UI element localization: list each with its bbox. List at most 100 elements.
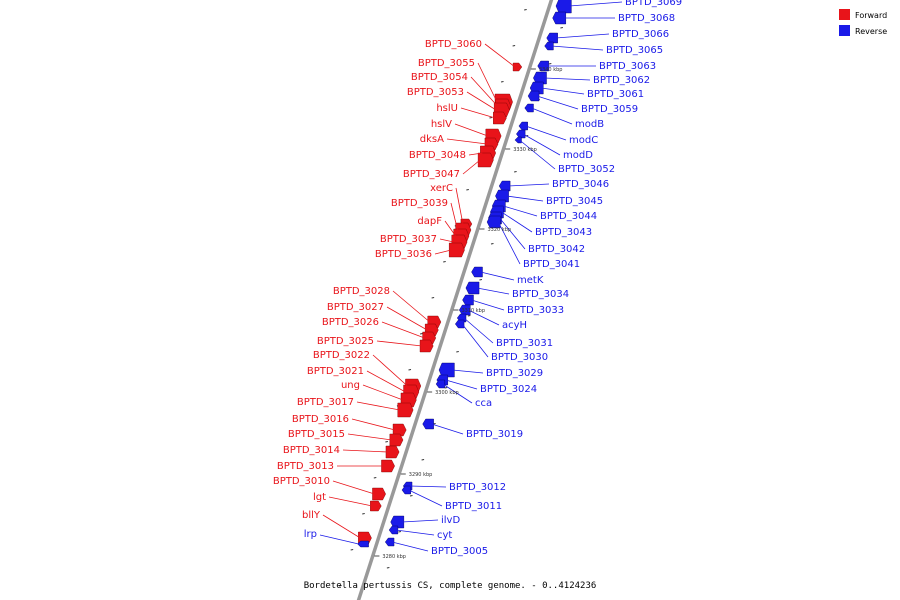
gene-label-bptd-3026[interactable]: BPTD_3026 <box>322 317 379 328</box>
gene-label-bptd-3061[interactable]: BPTD_3061 <box>587 89 644 100</box>
gene-label-bptd-3021[interactable]: BPTD_3021 <box>307 366 364 377</box>
scale-tick-label: 3290 kbp <box>409 472 433 478</box>
gene-feature-bptd-3030[interactable] <box>455 319 465 329</box>
scale-tick-label: 3340 kbp <box>539 67 563 73</box>
gene-feature-bptd-3005[interactable] <box>384 537 395 547</box>
gene-label-xerc[interactable]: xerC <box>430 183 453 194</box>
gene-label-bptd-3011[interactable]: BPTD_3011 <box>445 501 502 512</box>
gene-feature-bptd-3052[interactable] <box>514 136 522 144</box>
gene-feature-bptd-3041[interactable] <box>486 215 501 229</box>
gene-feature-bptd-3036[interactable] <box>448 242 465 258</box>
leader-bptd-3054 <box>470 76 498 107</box>
gene-label-bptd-3039[interactable]: BPTD_3039 <box>391 198 448 209</box>
gene-label-bptd-3014[interactable]: BPTD_3014 <box>283 445 340 456</box>
gene-label-bptd-3060[interactable]: BPTD_3060 <box>425 39 482 50</box>
gene-label-bptd-3010[interactable]: BPTD_3010 <box>273 476 330 487</box>
gene-label-modd[interactable]: modD <box>563 150 593 161</box>
gene-label-bptd-3029[interactable]: BPTD_3029 <box>486 368 543 379</box>
gene-label-bptd-3063[interactable]: BPTD_3063 <box>599 61 656 72</box>
leader-bptd-3042 <box>499 217 526 250</box>
gene-label-blly[interactable]: bllY <box>302 510 321 521</box>
leader-bptd-3017 <box>356 401 400 411</box>
gene-label-bptd-3068[interactable]: BPTD_3068 <box>618 13 675 24</box>
gene-feature-bptd-3011[interactable] <box>401 485 411 495</box>
gene-label-bptd-3028[interactable]: BPTD_3028 <box>333 286 390 297</box>
gene-label-bptd-3052[interactable]: BPTD_3052 <box>558 164 615 175</box>
gene-label-bptd-3027[interactable]: BPTD_3027 <box>327 302 384 313</box>
gene-feature-bptd-3025[interactable] <box>419 339 434 353</box>
gene-label-cyt[interactable]: cyt <box>437 530 452 541</box>
gene-label-modc[interactable]: modC <box>569 135 598 146</box>
legend-label-forward: Forward <box>855 11 887 20</box>
gene-label-bptd-3033[interactable]: BPTD_3033 <box>507 305 564 316</box>
gene-label-bptd-3041[interactable]: BPTD_3041 <box>523 259 580 270</box>
gene-label-bptd-3015[interactable]: BPTD_3015 <box>288 429 345 440</box>
leader-xerc <box>455 187 464 225</box>
gene-label-bptd-3019[interactable]: BPTD_3019 <box>466 429 523 440</box>
gene-label-modb[interactable]: modB <box>575 119 604 130</box>
leader-bptd-3066 <box>555 33 610 39</box>
gene-label-bptd-3012[interactable]: BPTD_3012 <box>449 482 506 493</box>
gene-feature-bptd-3017[interactable] <box>397 402 414 418</box>
gene-label-bptd-3030[interactable]: BPTD_3030 <box>491 352 548 363</box>
gene-label-bptd-3034[interactable]: BPTD_3034 <box>512 289 569 300</box>
gene-label-bptd-3055[interactable]: BPTD_3055 <box>418 58 475 69</box>
gene-label-metk[interactable]: metK <box>517 275 544 286</box>
gene-feature-bptd-3014[interactable] <box>385 445 400 459</box>
gene-label-ung[interactable]: ung <box>341 380 360 391</box>
gene-label-bptd-3025[interactable]: BPTD_3025 <box>317 336 374 347</box>
gene-label-bptd-3044[interactable]: BPTD_3044 <box>540 211 597 222</box>
gene-feature-bptd-3047[interactable] <box>477 152 494 168</box>
gene-label-bptd-3013[interactable]: BPTD_3013 <box>277 461 334 472</box>
gene-label-bptd-3046[interactable]: BPTD_3046 <box>552 179 609 190</box>
gene-label-bptd-3065[interactable]: BPTD_3065 <box>606 45 663 56</box>
gene-feature-modb[interactable] <box>524 103 534 113</box>
gene-feature-lgt[interactable] <box>370 500 382 512</box>
gene-feature-metk[interactable] <box>471 266 483 278</box>
gene-feature-bptd-3013[interactable] <box>381 459 395 473</box>
gene-label-acyh[interactable]: acyH <box>502 320 527 331</box>
gene-label-dapf[interactable]: dapF <box>417 216 442 227</box>
gene-label-bptd-3069[interactable]: BPTD_3069 <box>625 0 682 8</box>
gene-feature-bptd-3019[interactable] <box>422 418 434 430</box>
gene-label-bptd-3037[interactable]: BPTD_3037 <box>380 234 437 245</box>
gene-label-hslv[interactable]: hslV <box>431 119 452 130</box>
gene-feature-bptd-3015[interactable] <box>389 433 404 447</box>
gene-label-ilvd[interactable]: ilvD <box>441 515 460 526</box>
gene-label-bptd-3047[interactable]: BPTD_3047 <box>403 169 460 180</box>
gene-label-bptd-3024[interactable]: BPTD_3024 <box>480 384 537 395</box>
gene-label-lrp[interactable]: lrp <box>304 529 317 540</box>
gene-feature-lrp[interactable] <box>357 540 369 548</box>
gene-label-cca[interactable]: cca <box>475 398 492 409</box>
gene-label-bptd-3031[interactable]: BPTD_3031 <box>496 338 553 349</box>
gene-feature-cca[interactable] <box>435 379 446 389</box>
gene-label-bptd-3022[interactable]: BPTD_3022 <box>313 350 370 361</box>
gene-label-hslu[interactable]: hslU <box>436 103 458 114</box>
gene-feature-modc[interactable] <box>518 121 528 131</box>
gene-label-bptd-3053[interactable]: BPTD_3053 <box>407 87 464 98</box>
gene-label-bptd-3066[interactable]: BPTD_3066 <box>612 29 669 40</box>
leader-hslu <box>460 107 496 119</box>
gene-feature-bptd-3060[interactable] <box>512 62 523 72</box>
gene-label-bptd-3016[interactable]: BPTD_3016 <box>292 414 349 425</box>
gene-label-bptd-3036[interactable]: BPTD_3036 <box>375 249 432 260</box>
gene-feature-bptd-3059[interactable] <box>527 90 540 102</box>
gene-label-lgt[interactable]: lgt <box>313 492 326 503</box>
gene-label-bptd-3048[interactable]: BPTD_3048 <box>409 150 466 161</box>
gene-label-bptd-3042[interactable]: BPTD_3042 <box>528 244 585 255</box>
minor-gene-mark <box>419 333 423 335</box>
gene-label-bptd-3045[interactable]: BPTD_3045 <box>546 196 603 207</box>
gene-label-bptd-3017[interactable]: BPTD_3017 <box>297 397 354 408</box>
gene-feature-hslu[interactable] <box>493 111 507 125</box>
gene-feature-bptd-3033[interactable] <box>462 294 474 306</box>
gene-label-dksa[interactable]: dksA <box>420 134 444 145</box>
leader-bptd-3029 <box>452 369 484 374</box>
gene-feature-bptd-3069[interactable] <box>555 0 572 14</box>
gene-label-bptd-3005[interactable]: BPTD_3005 <box>431 546 488 557</box>
gene-feature-bptd-3010[interactable] <box>372 487 386 501</box>
scale-tick-label: 3280 kbp <box>382 554 406 560</box>
gene-label-bptd-3054[interactable]: BPTD_3054 <box>411 72 468 83</box>
gene-label-bptd-3043[interactable]: BPTD_3043 <box>535 227 592 238</box>
gene-label-bptd-3062[interactable]: BPTD_3062 <box>593 75 650 86</box>
gene-label-bptd-3059[interactable]: BPTD_3059 <box>581 104 638 115</box>
